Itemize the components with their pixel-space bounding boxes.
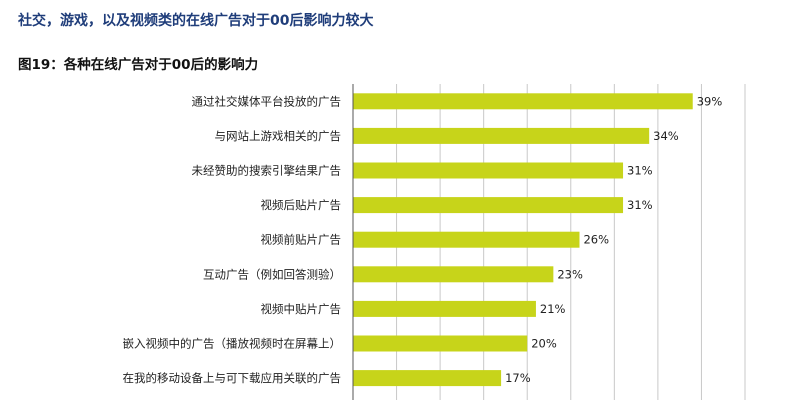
category-label: 视频中贴片广告 <box>261 302 342 316</box>
value-label: 26% <box>583 233 609 247</box>
category-label: 在我的移动设备上与可下载应用关联的广告 <box>123 371 342 385</box>
bars <box>353 93 693 387</box>
value-label: 17% <box>505 371 531 385</box>
category-label: 与网站上游戏相关的广告 <box>215 129 342 143</box>
value-label: 23% <box>557 267 583 281</box>
bar <box>353 93 693 110</box>
value-label: 20% <box>531 337 557 351</box>
category-label: 视频后贴片广告 <box>261 198 342 212</box>
bar <box>353 300 536 317</box>
category-labels: 通过社交媒体平台投放的广告与网站上游戏相关的广告未经赞助的搜索引擎结果广告视频后… <box>123 94 342 385</box>
bar <box>353 197 624 214</box>
chart-title: 图19：各种在线广告对于00后的影响力 <box>18 57 259 73</box>
bar <box>353 335 528 352</box>
category-label: 嵌入视频中的广告（播放视频时在屏幕上） <box>123 337 342 351</box>
bar <box>353 266 554 283</box>
category-label: 视频前贴片广告 <box>261 233 342 247</box>
page-header-title: 社交，游戏，以及视频类的在线广告对于00后影响力较大 <box>18 13 374 29</box>
value-label: 31% <box>627 198 653 212</box>
value-label: 39% <box>697 94 723 108</box>
category-label: 未经赞助的搜索引擎结果广告 <box>192 164 342 178</box>
bar <box>353 127 650 144</box>
category-label: 互动广告（例如回答测验） <box>203 267 341 281</box>
value-label: 21% <box>540 302 566 316</box>
value-label: 34% <box>653 129 679 143</box>
bar <box>353 370 502 387</box>
bar <box>353 231 580 248</box>
value-labels: 39% 34% 31% 31% 26% 23% 21% 20% 17% <box>505 94 722 385</box>
value-label: 31% <box>627 164 653 178</box>
category-label: 通过社交媒体平台投放的广告 <box>192 94 342 108</box>
bar <box>353 162 624 179</box>
